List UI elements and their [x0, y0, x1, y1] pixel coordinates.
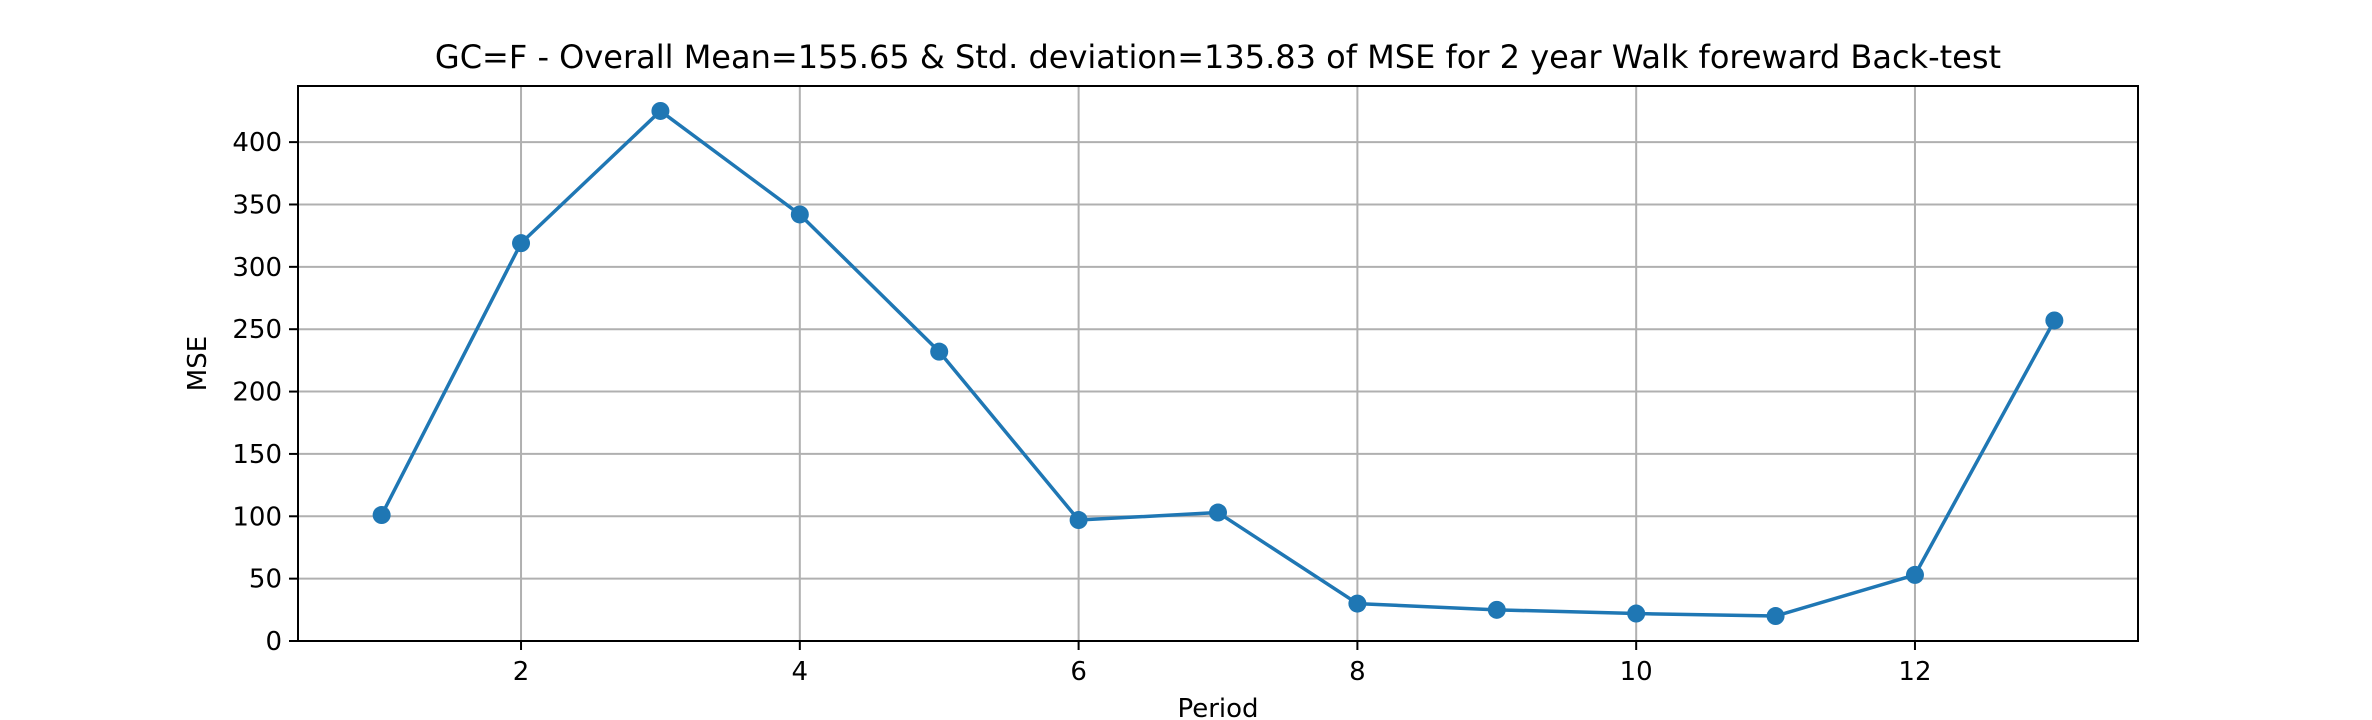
data-point — [512, 234, 531, 253]
x-tick-label: 10 — [1620, 657, 1653, 687]
data-point — [651, 101, 670, 120]
x-tick-label: 6 — [1070, 657, 1087, 687]
y-tick-label: 400 — [232, 128, 282, 158]
data-point — [1348, 594, 1367, 613]
x-tick-label: 4 — [792, 657, 809, 687]
data-point — [372, 506, 391, 525]
y-tick-label: 250 — [232, 315, 282, 345]
data-point — [790, 205, 809, 224]
y-tick-label: 200 — [232, 378, 282, 408]
axis-ticks: 2 4 6 8 10 12 0 50 100 150 200 250 300 350 400 — [232, 128, 1931, 687]
chart-title: GC=F - Overall Mean=155.65 & Std. deviat… — [435, 38, 2001, 76]
y-tick-label: 100 — [232, 502, 282, 532]
x-tick-label: 2 — [513, 657, 530, 687]
y-axis-label: MSE — [183, 336, 213, 391]
data-point — [930, 342, 949, 361]
y-tick-label: 150 — [232, 440, 282, 470]
y-tick-label: 0 — [265, 627, 282, 657]
data-point — [1627, 604, 1646, 623]
data-point — [1487, 600, 1506, 619]
x-axis-label: Period — [1177, 694, 1258, 720]
series-layer — [372, 101, 2064, 626]
x-tick-label: 8 — [1349, 657, 1366, 687]
data-point — [2045, 311, 2064, 330]
data-point — [1905, 565, 1924, 584]
data-point — [1766, 607, 1785, 626]
y-tick-label: 350 — [232, 190, 282, 220]
y-tick-label: 50 — [249, 565, 282, 595]
series-line — [380, 109, 2056, 618]
y-tick-label: 300 — [232, 253, 282, 283]
plot-frame — [297, 85, 2139, 642]
grid — [298, 86, 2138, 642]
data-point — [1209, 503, 1227, 522]
data-point — [1069, 511, 1088, 530]
x-tick-label: 12 — [1898, 657, 1931, 687]
